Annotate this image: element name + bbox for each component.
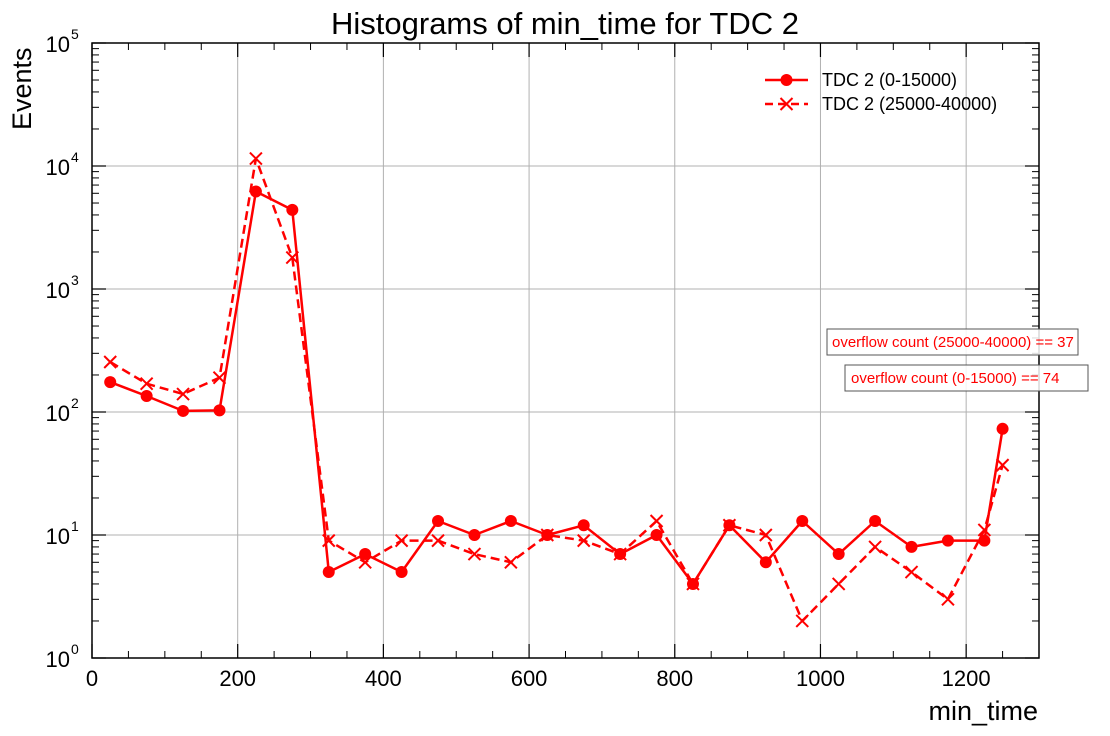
data-point-x	[176, 387, 190, 401]
data-point-x	[431, 533, 445, 548]
data-point-x	[831, 577, 846, 591]
data-point-circle	[941, 534, 954, 547]
data-point-x	[249, 151, 263, 166]
overflow-note-2-box	[844, 364, 1089, 392]
data-point-circle	[140, 389, 153, 402]
data-point-x	[394, 533, 409, 548]
y-tick-exponent: 1	[71, 518, 79, 534]
data-point-x	[995, 458, 1010, 472]
legend: TDC 2 (0-15000) TDC 2 (25000-40000)	[765, 70, 997, 114]
data-point-circle	[759, 556, 772, 569]
data-point-circle	[249, 185, 262, 198]
data-point-x	[577, 533, 591, 548]
data-point-circle	[978, 534, 991, 547]
data-point-x	[212, 371, 227, 385]
series-layer	[103, 151, 1010, 628]
data-point-x	[759, 528, 773, 542]
data-point-x	[504, 555, 518, 569]
data-point-x	[686, 577, 700, 591]
data-point-circle	[796, 514, 809, 527]
y-tick-label: 10 2	[46, 395, 79, 426]
overflow-note-1-box	[826, 328, 1079, 356]
overflow-note-1: overflow count (25000-40000) == 37	[826, 328, 1079, 356]
data-point-x	[795, 614, 809, 628]
data-point-x	[977, 523, 992, 537]
y-tick-label: 10 5	[46, 26, 79, 57]
y-tick-base: 10	[46, 524, 70, 549]
y-tick-base: 10	[46, 278, 70, 303]
y-tick-exponent: 5	[71, 26, 79, 42]
data-point-circle	[322, 566, 335, 579]
y-tick-label: 10 1	[46, 518, 79, 549]
x-tick-label: 600	[511, 666, 548, 691]
data-point-circle	[104, 376, 117, 389]
data-point-circle	[905, 540, 918, 553]
x-tick-label: 400	[365, 666, 402, 691]
data-point-x	[322, 533, 336, 548]
data-point-circle	[869, 514, 882, 527]
data-point-x	[649, 514, 664, 528]
x-tick-label: 1200	[942, 666, 991, 691]
data-point-circle	[177, 404, 190, 417]
x-tick-label: 200	[219, 666, 256, 691]
data-point-circle	[359, 548, 372, 561]
y-axis-label: Events	[7, 47, 37, 130]
x-tick-labels: 0 200 400 600 800 1000 1200	[86, 666, 991, 691]
data-point-circle	[650, 529, 663, 541]
legend-marker-circle	[780, 74, 793, 86]
y-tick-base: 10	[46, 155, 70, 180]
data-point-circle	[395, 566, 408, 579]
y-tick-label: 10 4	[46, 149, 79, 180]
x-tick-label: 1000	[796, 666, 845, 691]
data-point-circle	[286, 203, 299, 216]
y-tick-exponent: 4	[71, 149, 79, 165]
y-tick-label: 10 3	[46, 272, 79, 303]
data-point-x	[613, 547, 627, 561]
data-point-circle	[468, 529, 481, 541]
legend-label-1: TDC 2 (25000-40000)	[822, 94, 997, 114]
data-point-x	[358, 555, 372, 569]
legend-marker-x	[779, 97, 794, 111]
data-point-x	[285, 250, 300, 265]
data-point-x	[904, 565, 919, 579]
data-point-x	[722, 518, 737, 532]
x-tick-label: 0	[86, 666, 98, 691]
y-tick-exponent: 3	[71, 272, 79, 288]
x-tick-label: 800	[656, 666, 693, 691]
x-axis-label: min_time	[928, 696, 1038, 726]
y-tick-exponent: 2	[71, 395, 79, 411]
data-point-circle	[213, 404, 226, 417]
overflow-note-2: overflow count (0-15000) == 74	[844, 364, 1089, 392]
data-point-x	[139, 376, 154, 391]
data-point-x	[941, 592, 955, 607]
y-tick-label: 10 0	[46, 641, 79, 672]
data-point-circle	[432, 514, 445, 527]
data-point-x	[868, 540, 882, 554]
y-tick-exponent: 0	[71, 641, 79, 657]
overflow-note-2-text: overflow count (0-15000) == 74	[851, 370, 1059, 387]
data-point-x	[103, 355, 117, 369]
chart-title: Histograms of min_time for TDC 2	[331, 6, 799, 41]
data-point-circle	[577, 519, 590, 532]
legend-label-0: TDC 2 (0-15000)	[822, 70, 957, 90]
data-point-x	[540, 528, 554, 542]
y-tick-base: 10	[46, 401, 70, 426]
overflow-note-1-text: overflow count (25000-40000) == 37	[832, 334, 1074, 351]
series-line-1	[109, 157, 1004, 623]
series-line-0	[109, 190, 1004, 586]
data-point-x	[467, 547, 482, 561]
y-tick-base: 10	[46, 647, 70, 672]
y-tick-base: 10	[46, 32, 70, 57]
data-point-circle	[504, 514, 517, 527]
data-point-circle	[996, 422, 1009, 435]
data-point-circle	[832, 548, 845, 561]
